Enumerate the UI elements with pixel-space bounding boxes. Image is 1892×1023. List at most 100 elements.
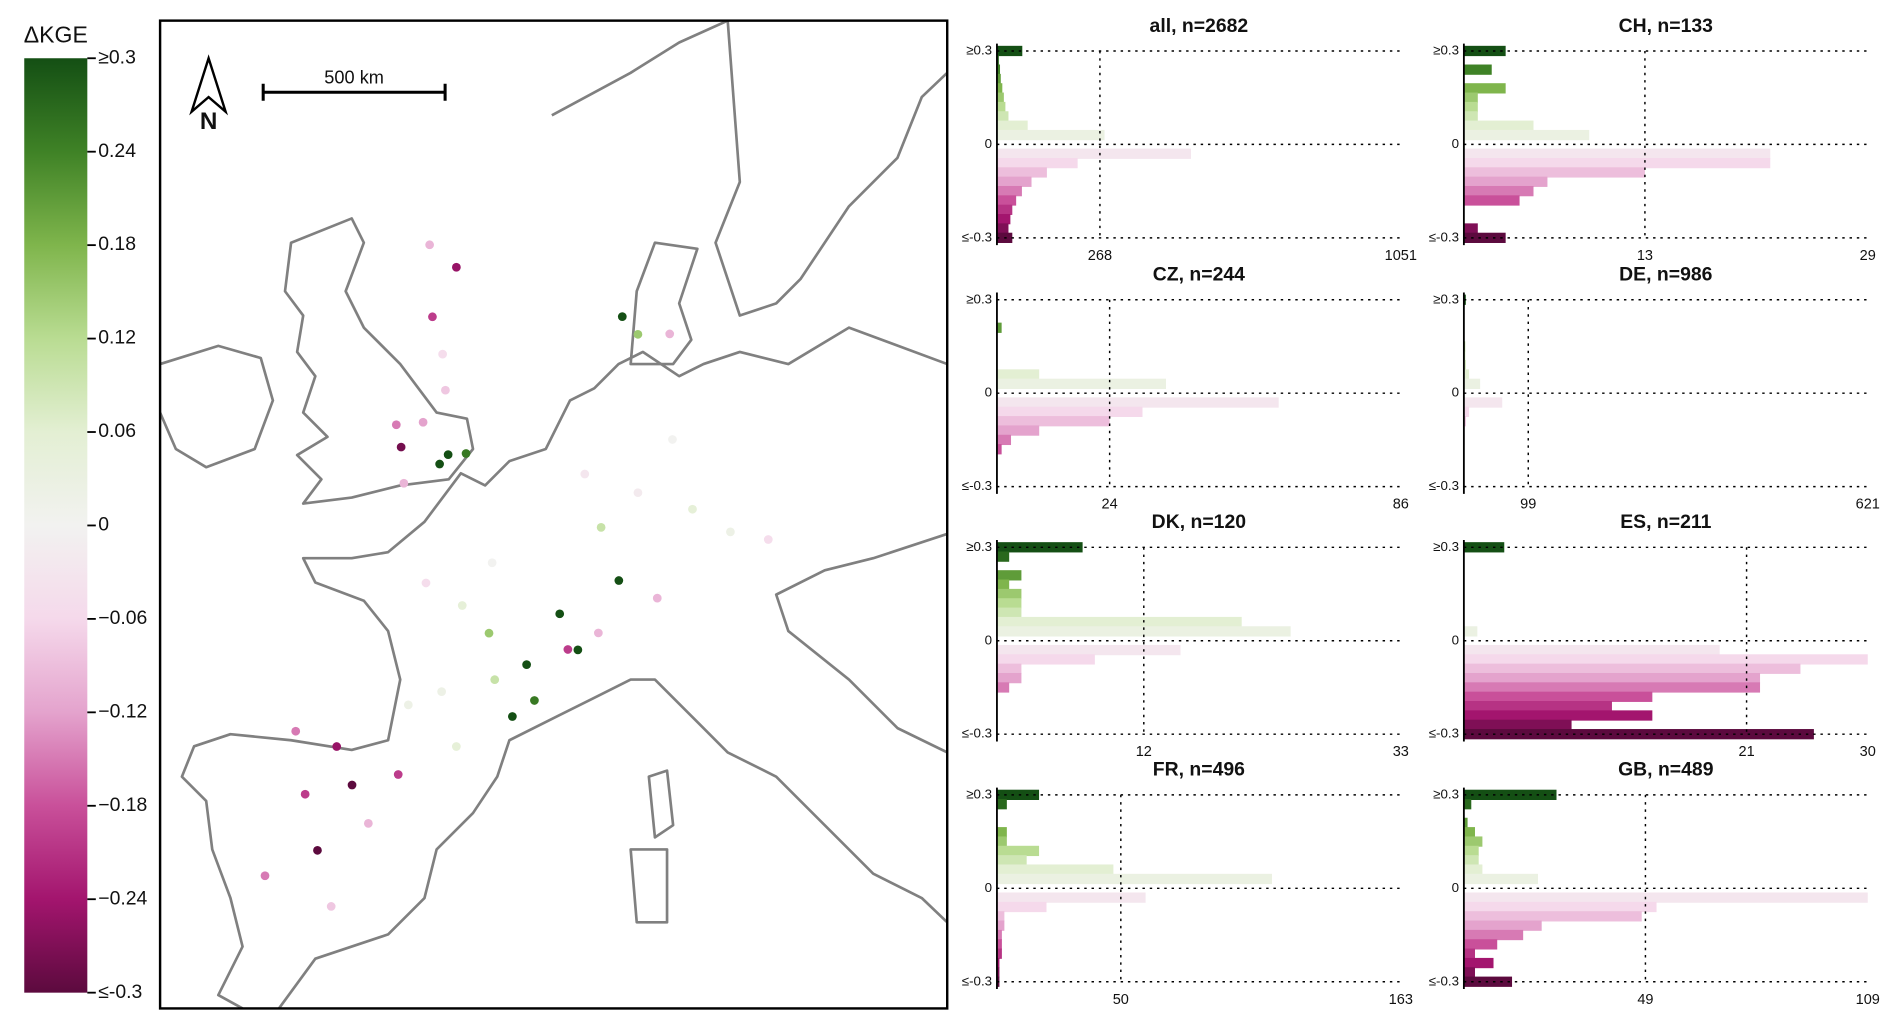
y-tick-label: ≤-0.3 [962,726,992,741]
bar [1463,397,1503,408]
bar [1463,836,1483,847]
station [652,593,662,603]
x-tick-label: 33 [1393,744,1409,760]
bar [1463,911,1642,922]
station [403,700,413,710]
colorbar-tick-label: 0.24 [98,140,136,162]
station [332,742,342,751]
y-tick-label: ≥0.3 [966,42,992,57]
bar [996,873,1272,885]
y-tick-label: ≤-0.3 [1429,478,1459,493]
x-tick-label: 268 [1088,248,1112,264]
y-tick-label: ≥0.3 [1433,786,1459,801]
bar [996,45,1023,57]
station [452,262,461,272]
bar [996,901,1047,913]
bar [996,425,1040,436]
y-tick-label: ≥0.3 [966,786,992,801]
bar [996,663,1022,674]
station [399,478,409,488]
station [435,459,444,469]
station [580,469,590,479]
bar [996,120,1028,131]
bar [996,654,1095,665]
y-tick-label: ≥0.3 [1433,291,1459,306]
bar [1463,682,1761,693]
panel-title: GB, n=489 [1618,759,1714,781]
station [441,385,450,395]
bar [1463,232,1506,243]
x-tick-label: 621 [1856,497,1880,513]
station [530,696,539,705]
station [688,504,697,514]
bar [996,378,1166,389]
y-tick-label: 0 [985,385,992,400]
bar [1463,360,1466,371]
y-tick-label: ≤-0.3 [962,229,992,244]
bar [1463,789,1557,800]
bar [996,948,1002,959]
bar [996,204,1013,215]
bar [996,444,1002,455]
bar [996,157,1078,169]
bar [1463,148,1771,159]
station [633,488,643,498]
colorbar-tick-label: ≥0.3 [98,46,136,68]
colorbar-tick-label: −0.18 [98,794,147,816]
bar [996,598,1022,609]
x-tick-label: 109 [1856,992,1880,1008]
bar [1463,827,1475,838]
coastlines [160,20,948,1009]
bar [1463,663,1801,674]
station [326,902,336,911]
bar [1463,195,1520,206]
bar [1463,406,1470,418]
station [457,601,467,610]
station [614,576,624,585]
station [522,660,531,670]
station [617,312,627,321]
station [555,609,565,619]
bar [996,92,1004,103]
bar [996,369,1040,380]
x-tick-label: 163 [1389,992,1413,1008]
station [396,442,406,452]
bar [996,920,1005,931]
bar [1463,939,1498,950]
y-tick-label: ≥0.3 [966,539,992,554]
bar [1463,167,1645,178]
bar [996,434,1012,446]
bar [996,322,1002,333]
bar [1463,542,1505,553]
bar [1463,83,1506,94]
panel-title: DE, n=986 [1619,264,1712,286]
station [487,558,497,568]
scale-bar-label: 500 km [324,68,384,88]
station [484,628,494,638]
bar [996,73,1001,85]
bar [996,789,1040,800]
bar [996,911,1005,922]
x-tick-label: 30 [1860,744,1876,760]
bar [996,588,1022,600]
bar [996,845,1040,857]
bar [1463,92,1478,103]
bar [996,672,1022,684]
x-tick-label: 13 [1637,248,1653,264]
bar [996,416,1110,427]
north-arrow [189,54,229,116]
bar [996,929,1002,941]
station [421,578,431,588]
scale-bar [261,83,447,101]
y-tick-label: 0 [985,632,992,647]
station [438,349,447,359]
bar [1463,416,1466,427]
station [443,450,453,459]
x-tick-label: 1051 [1385,248,1417,264]
bar [1463,957,1494,969]
y-tick-label: 0 [1452,632,1459,647]
bar [1463,901,1657,913]
colorbar [24,58,88,993]
x-tick-label: 29 [1860,248,1876,264]
y-tick-label: 0 [1452,136,1459,151]
